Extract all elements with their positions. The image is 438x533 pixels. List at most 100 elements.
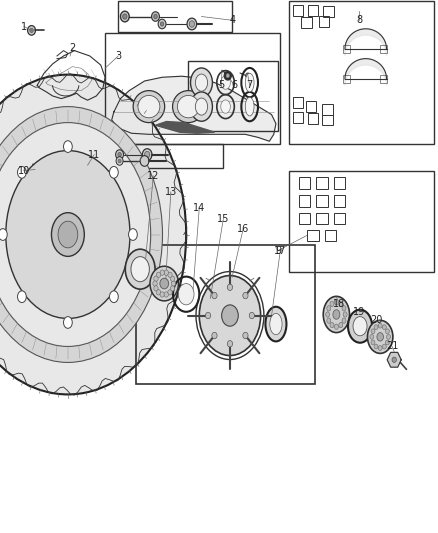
Ellipse shape — [392, 357, 396, 362]
Ellipse shape — [374, 344, 378, 349]
Bar — [289, 171, 434, 272]
Ellipse shape — [245, 74, 254, 92]
Ellipse shape — [326, 312, 330, 317]
Ellipse shape — [154, 14, 157, 19]
Ellipse shape — [387, 335, 391, 340]
Ellipse shape — [323, 296, 350, 333]
Ellipse shape — [58, 221, 78, 248]
Ellipse shape — [189, 21, 194, 27]
Ellipse shape — [35, 165, 44, 174]
Text: 4: 4 — [229, 15, 235, 25]
Text: 9: 9 — [275, 246, 281, 255]
Ellipse shape — [64, 141, 72, 152]
Ellipse shape — [131, 257, 149, 281]
Bar — [188, 61, 278, 131]
Ellipse shape — [205, 312, 211, 319]
Ellipse shape — [160, 278, 169, 289]
Ellipse shape — [342, 318, 346, 323]
Ellipse shape — [118, 152, 121, 157]
Ellipse shape — [335, 300, 338, 305]
Text: 6: 6 — [231, 80, 237, 90]
Ellipse shape — [222, 305, 238, 326]
Ellipse shape — [212, 332, 217, 338]
Ellipse shape — [374, 325, 378, 329]
Ellipse shape — [110, 166, 118, 178]
Ellipse shape — [28, 26, 35, 35]
Ellipse shape — [371, 329, 375, 334]
Ellipse shape — [116, 150, 124, 159]
Bar — [307, 230, 319, 241]
Ellipse shape — [199, 276, 261, 356]
Ellipse shape — [191, 92, 212, 122]
Text: 5: 5 — [218, 80, 224, 90]
Ellipse shape — [173, 91, 204, 123]
Ellipse shape — [243, 332, 248, 338]
Ellipse shape — [195, 74, 208, 91]
Text: 21: 21 — [386, 342, 398, 351]
Text: 17: 17 — [274, 246, 286, 255]
Ellipse shape — [339, 322, 343, 328]
Ellipse shape — [224, 71, 231, 80]
Bar — [105, 144, 223, 168]
Ellipse shape — [249, 312, 254, 319]
Ellipse shape — [270, 313, 282, 335]
Ellipse shape — [142, 149, 152, 160]
Bar — [299, 213, 310, 224]
Ellipse shape — [18, 166, 26, 178]
Ellipse shape — [385, 340, 389, 345]
Ellipse shape — [145, 151, 150, 158]
Text: 11: 11 — [88, 150, 100, 159]
Ellipse shape — [154, 286, 158, 291]
Text: 13: 13 — [165, 187, 177, 197]
Text: 19: 19 — [353, 307, 365, 317]
Ellipse shape — [160, 22, 164, 26]
Ellipse shape — [133, 91, 165, 123]
Ellipse shape — [0, 75, 186, 394]
Text: 8: 8 — [356, 15, 362, 25]
Bar — [293, 112, 303, 123]
Ellipse shape — [212, 293, 217, 299]
Ellipse shape — [385, 329, 389, 334]
Ellipse shape — [158, 19, 166, 29]
Bar — [319, 16, 329, 27]
Bar — [306, 101, 316, 112]
Text: 10: 10 — [18, 166, 30, 175]
Ellipse shape — [187, 18, 197, 30]
Ellipse shape — [170, 276, 175, 281]
Ellipse shape — [353, 317, 367, 336]
Bar — [380, 75, 387, 83]
Ellipse shape — [125, 249, 155, 289]
Bar — [334, 213, 345, 224]
Bar — [334, 195, 345, 207]
Bar — [299, 195, 310, 207]
Bar — [316, 195, 328, 207]
Ellipse shape — [153, 281, 157, 286]
Ellipse shape — [116, 157, 123, 165]
Text: 20: 20 — [371, 315, 383, 325]
Ellipse shape — [152, 12, 159, 21]
Ellipse shape — [227, 341, 233, 347]
Ellipse shape — [164, 292, 169, 297]
Ellipse shape — [330, 301, 334, 306]
Ellipse shape — [327, 318, 331, 323]
Ellipse shape — [378, 345, 382, 351]
Ellipse shape — [343, 312, 347, 317]
Ellipse shape — [150, 266, 179, 301]
Bar — [343, 45, 350, 53]
Ellipse shape — [164, 270, 169, 276]
Ellipse shape — [333, 310, 340, 319]
Ellipse shape — [191, 68, 212, 98]
Ellipse shape — [156, 289, 161, 295]
Ellipse shape — [370, 335, 374, 340]
Ellipse shape — [170, 286, 175, 291]
Bar — [308, 113, 318, 124]
Ellipse shape — [348, 310, 372, 343]
Ellipse shape — [339, 301, 343, 306]
Ellipse shape — [156, 272, 161, 278]
Ellipse shape — [227, 284, 233, 290]
Ellipse shape — [245, 97, 254, 116]
Ellipse shape — [129, 229, 137, 240]
Ellipse shape — [168, 289, 172, 295]
Bar — [322, 104, 333, 115]
Ellipse shape — [265, 306, 286, 341]
